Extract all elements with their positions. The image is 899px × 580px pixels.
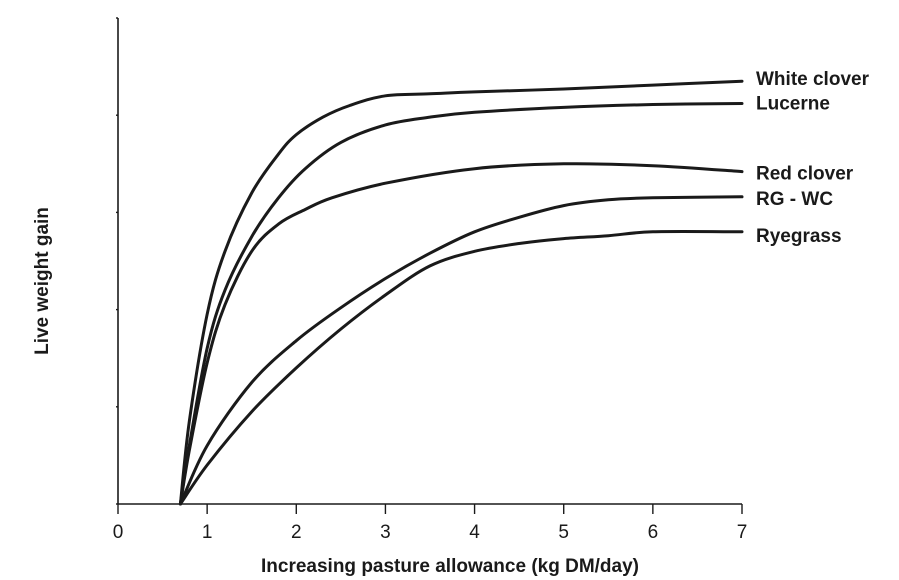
x-axis-title: Increasing pasture allowance (kg DM/day) <box>261 556 639 577</box>
x-tick-label: 7 <box>737 522 748 543</box>
x-tick-label: 5 <box>558 522 569 543</box>
series-label-white-clover: White clover <box>756 69 870 90</box>
series-label-red-clover: Red clover <box>756 164 854 185</box>
series-line-lucerne <box>178 102 744 506</box>
series-line-red-clover <box>178 162 744 506</box>
series-line-ryegrass <box>178 230 744 506</box>
y-ticks <box>116 17 118 505</box>
x-tick-label: 6 <box>648 522 659 543</box>
series-label-rg-wc: RG - WC <box>756 189 833 210</box>
y-axis-title: Live weight gain <box>32 207 53 355</box>
x-tick-label: 1 <box>202 522 213 543</box>
axes <box>117 18 742 505</box>
x-ticks: 0 1 2 3 4 5 6 7 <box>113 504 748 543</box>
series-labels: White clover Lucerne Red clover RG - WC Ryeg… <box>756 69 870 247</box>
series-label-ryegrass: Ryegrass <box>756 226 842 247</box>
x-tick-label: 3 <box>380 522 391 543</box>
x-tick-label: 4 <box>469 522 480 543</box>
series-line-rg-wc <box>178 195 744 506</box>
x-tick-label: 2 <box>291 522 302 543</box>
x-tick-label: 0 <box>113 522 124 543</box>
series-label-lucerne: Lucerne <box>756 94 830 115</box>
series-line-white-clover <box>178 79 744 506</box>
series-lines <box>178 79 744 506</box>
